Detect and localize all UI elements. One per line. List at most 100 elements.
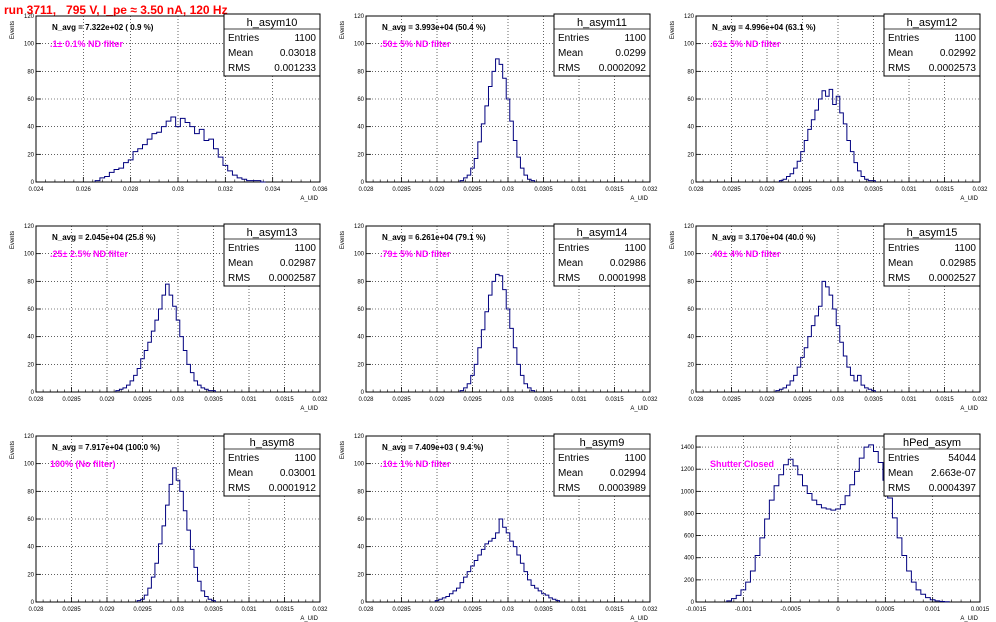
histogram-bin — [798, 475, 803, 602]
histogram-bin — [784, 465, 789, 602]
histogram-bin — [166, 121, 171, 182]
stats-value-rms: 0.0002573 — [929, 63, 977, 74]
y-tick-label: 80 — [357, 279, 364, 285]
stats-value-entries: 1100 — [294, 453, 316, 464]
stats-label-mean: Mean — [888, 258, 913, 269]
histogram-bin — [478, 142, 482, 182]
histogram-bin — [499, 519, 503, 602]
histogram-panel-h_asym12: 0.028 0.0285 0.029 0.0295 0.03 0.0305 0.031 0.0… — [670, 13, 988, 202]
x-tick-label: 0.03 — [172, 397, 184, 403]
histogram-bin — [474, 364, 478, 392]
y-tick-label: 40 — [357, 335, 364, 341]
y-tick-label: 60 — [357, 97, 364, 103]
histogram-bin — [811, 120, 815, 182]
x-axis-label: A_UID — [960, 616, 978, 622]
x-tick-label: 0.0315 — [275, 397, 294, 403]
y-tick-label: 40 — [27, 125, 34, 131]
histogram-bin — [538, 591, 542, 602]
histogram-bin — [847, 141, 851, 183]
stats-box — [223, 223, 321, 287]
histogram-bin — [818, 306, 822, 392]
histogram-bin — [481, 124, 485, 182]
histogram-bin — [173, 468, 177, 602]
histogram-bin — [485, 106, 489, 182]
stats-title: h_asym8 — [250, 437, 295, 449]
stats-value-rms: 0.0002587 — [269, 273, 317, 284]
histogram-bin — [187, 364, 191, 392]
histogram-bin — [831, 510, 836, 602]
x-tick-label: 0.0315 — [935, 397, 954, 403]
histogram-bin — [840, 342, 844, 392]
histogram-bin — [478, 348, 482, 392]
y-tick-label: 40 — [687, 335, 694, 341]
histogram-bin — [815, 110, 819, 182]
x-tick-label: 0.031 — [241, 607, 257, 613]
histogram-bin — [190, 373, 194, 392]
x-tick-label: 0.0305 — [204, 397, 223, 403]
histogram-outline — [459, 273, 536, 392]
histogram-bin — [151, 577, 155, 602]
histogram-bin — [826, 287, 830, 392]
histogram-bin — [464, 577, 468, 602]
x-tick-label: 0.031 — [241, 397, 257, 403]
stats-label-entries: Entries — [558, 453, 589, 464]
histogram-bin — [166, 505, 170, 602]
x-axis-label: A_UID — [960, 196, 978, 202]
stats-title: h_asym13 — [247, 227, 298, 239]
x-axis-label: A_UID — [630, 616, 648, 622]
histogram-bin — [859, 458, 864, 602]
x-tick-label: 0.03 — [502, 397, 514, 403]
histogram-panel-h_asym9: 0.028 0.0285 0.029 0.0295 0.03 0.0305 0.031 0.0… — [340, 433, 658, 622]
x-tick-label: 0.03 — [502, 187, 514, 193]
y-tick-label: 80 — [687, 279, 694, 285]
histogram-bin — [488, 541, 492, 602]
x-tick-label: 0.031 — [571, 187, 587, 193]
x-tick-label: 0.0015 — [971, 607, 990, 613]
histogram-bin — [105, 176, 110, 182]
y-tick-label: 120 — [684, 14, 695, 20]
histogram-bin — [826, 96, 830, 182]
histogram-bin — [155, 563, 159, 602]
x-tick-label: 0.028 — [28, 397, 44, 403]
stats-value-rms: 0.0004397 — [929, 483, 977, 494]
x-tick-label: 0.028 — [688, 397, 704, 403]
x-tick-label: 0.032 — [972, 187, 988, 193]
histogram-bin — [155, 320, 159, 392]
x-tick-label: 0.0305 — [534, 187, 553, 193]
histogram-outline — [726, 444, 950, 603]
x-tick-label: 0.028 — [358, 187, 374, 193]
histogram-bin — [804, 348, 808, 392]
y-tick-label: 20 — [27, 572, 34, 578]
x-tick-label: 0.03 — [172, 187, 184, 193]
histogram-bin — [517, 157, 521, 182]
histogram-bin — [517, 555, 521, 602]
histogram-bin — [808, 129, 812, 182]
x-tick-label: -0.0015 — [686, 607, 707, 613]
histogram-bin — [774, 486, 779, 602]
histogram-bin — [833, 105, 837, 182]
n-avg-annotation: N_avg = 4.996e+04 (63.1 %) — [712, 23, 816, 32]
histogram-bin — [187, 530, 191, 602]
y-axis-label: Events — [670, 21, 676, 39]
histogram-bin — [467, 384, 471, 392]
histogram-bin — [869, 445, 874, 602]
histogram-bin — [892, 518, 897, 602]
stats-value-mean: 0.02986 — [610, 258, 647, 269]
x-tick-label: 0.0295 — [463, 187, 482, 193]
histogram-panel-h_asym13: 0.028 0.0285 0.029 0.0295 0.03 0.0305 0.031 0.0… — [10, 223, 328, 412]
histogram-bin — [545, 595, 549, 602]
y-tick-label: 120 — [354, 434, 365, 440]
histogram-bin — [169, 295, 173, 392]
histogram-outline — [94, 116, 266, 183]
histogram-bin — [822, 91, 826, 182]
stats-label-mean: Mean — [558, 468, 583, 479]
stats-label-entries: Entries — [228, 33, 259, 44]
stats-label-rms: RMS — [228, 273, 251, 284]
y-axis-label: Events — [340, 231, 346, 249]
x-tick-label: 0.0005 — [876, 607, 895, 613]
histogram-bin — [524, 572, 528, 602]
histogram-panel-h_asym15: 0.028 0.0285 0.029 0.0295 0.03 0.0305 0.031 0.0… — [670, 223, 988, 412]
histogram-bin — [840, 113, 844, 182]
y-tick-label: 100 — [684, 252, 695, 258]
histogram-bin — [769, 500, 774, 602]
